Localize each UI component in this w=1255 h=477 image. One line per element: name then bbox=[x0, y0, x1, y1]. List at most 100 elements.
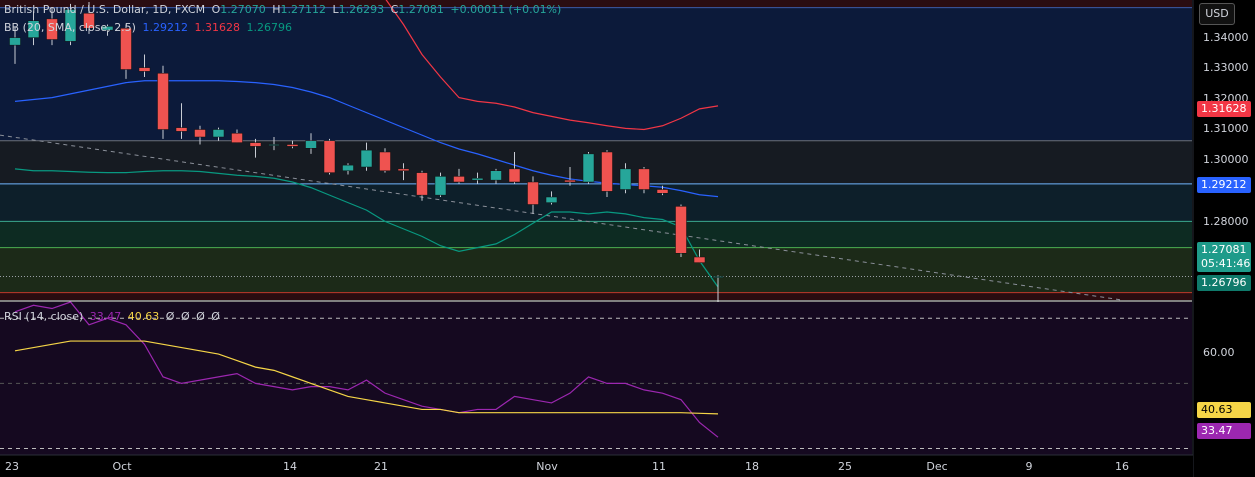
rsi-extra-4: Ø bbox=[211, 310, 220, 323]
candle-body-7 bbox=[120, 28, 132, 70]
last-price-tag: 1.27081 05:41:46 bbox=[1197, 242, 1251, 272]
candle-body-27 bbox=[490, 170, 502, 181]
bb-basis-tag: 1.29212 bbox=[1197, 177, 1251, 193]
time-label-oct: Oct bbox=[112, 460, 132, 473]
open-label: O bbox=[211, 3, 221, 16]
candle-body-37 bbox=[675, 206, 687, 254]
candle-body-4 bbox=[64, 9, 77, 42]
time-label-25: 25 bbox=[838, 460, 852, 473]
candle-body-34 bbox=[619, 168, 632, 190]
time-label-11: 11 bbox=[652, 460, 666, 473]
rsi-tick-60: 60.00 bbox=[1203, 346, 1235, 359]
price-zone-7 bbox=[0, 292, 1192, 300]
bb-lower-value: 1.26796 bbox=[246, 21, 292, 34]
time-label-18: 18 bbox=[745, 460, 759, 473]
candle-body-8 bbox=[138, 67, 151, 72]
time-label-nov: Nov bbox=[536, 460, 558, 473]
open-value: 1.27070 bbox=[220, 3, 266, 16]
candle-body-6 bbox=[101, 26, 114, 31]
rsi-label: RSI (14, close) bbox=[4, 310, 84, 323]
rsi-pane-bg bbox=[0, 302, 1192, 455]
candle-body-21 bbox=[379, 151, 391, 171]
candle-body-11 bbox=[194, 129, 206, 138]
low-value: 1.26293 bbox=[338, 3, 385, 16]
price-zone-3 bbox=[0, 140, 1192, 184]
low-label: L bbox=[332, 3, 339, 16]
candle-body-39 bbox=[712, 276, 724, 278]
candle-body-13 bbox=[231, 133, 243, 143]
candle-body-25 bbox=[453, 176, 465, 183]
time-label-9: 9 bbox=[1025, 460, 1033, 473]
time-label-14: 14 bbox=[283, 460, 297, 473]
last-price-value: 1.27081 bbox=[1201, 243, 1247, 256]
time-label-21: 21 bbox=[374, 460, 388, 473]
candle-body-30 bbox=[545, 196, 558, 203]
bb-lower-tag: 1.26796 bbox=[1197, 275, 1251, 291]
bb-upper-line bbox=[385, 0, 719, 131]
rsi-ma-tag: 40.63 bbox=[1197, 402, 1251, 418]
rsi-ma-line bbox=[14, 340, 719, 415]
time-axis-bg bbox=[0, 455, 1193, 477]
candle-body-10 bbox=[175, 127, 188, 132]
candle-body-28 bbox=[508, 168, 521, 183]
price-zone-2 bbox=[0, 7, 1192, 141]
high-label: H bbox=[272, 3, 281, 16]
rsi-line bbox=[14, 301, 719, 438]
price-tick-1: 1.34000 bbox=[1203, 31, 1249, 44]
candle-body-5 bbox=[83, 13, 95, 29]
bb-basis-value: 1.29212 bbox=[142, 21, 188, 34]
price-tick-5: 1.30000 bbox=[1203, 153, 1249, 166]
candle-body-18 bbox=[323, 140, 336, 173]
high-value: 1.27112 bbox=[280, 3, 327, 16]
candle-body-38 bbox=[693, 256, 706, 263]
candle-body-9 bbox=[157, 73, 169, 130]
candle-body-29 bbox=[527, 181, 539, 205]
price-axis-bg bbox=[1193, 0, 1255, 477]
price-zone-1 bbox=[0, 0, 1192, 8]
candle-body-32 bbox=[582, 153, 595, 183]
candle-body-26 bbox=[471, 178, 484, 181]
candle-body-3 bbox=[46, 18, 58, 40]
symbol-title: British Pound / U.S. Dollar, 1D, FXCM bbox=[4, 3, 206, 16]
currency-button[interactable]: USD bbox=[1199, 3, 1235, 25]
price-tick-4: 1.31000 bbox=[1203, 122, 1249, 135]
candle-body-17 bbox=[305, 140, 317, 149]
rsi-extra-1: Ø bbox=[165, 310, 175, 323]
change-value: +0.00011 (+0.01%) bbox=[450, 3, 562, 16]
candle-body-31 bbox=[564, 179, 576, 183]
candle-body-24 bbox=[434, 176, 447, 196]
candle-body-22 bbox=[397, 168, 410, 171]
candle-body-36 bbox=[656, 189, 669, 194]
price-tick-6: 1.28000 bbox=[1203, 215, 1249, 228]
symbol-legend: British Pound / U.S. Dollar, 1D, FXCM O1… bbox=[4, 3, 564, 17]
bb-basis-line bbox=[14, 80, 719, 198]
price-zone-5 bbox=[0, 221, 1192, 248]
rsi-extra-3: Ø bbox=[196, 310, 205, 323]
time-label-dec: Dec bbox=[926, 460, 948, 473]
candle-body-19 bbox=[342, 164, 354, 171]
candle-body-16 bbox=[286, 144, 299, 147]
candle-body-12 bbox=[212, 129, 225, 138]
time-label-23: 23 bbox=[5, 460, 19, 473]
rsi-legend[interactable]: RSI (14, close) 33.47 40.63 Ø Ø Ø Ø bbox=[4, 310, 223, 324]
close-label: C bbox=[390, 3, 399, 16]
candle-body-23 bbox=[416, 172, 428, 196]
bb-upper-tag: 1.31628 bbox=[1197, 101, 1251, 117]
candle-body-15 bbox=[268, 144, 280, 146]
bb-lower-line bbox=[14, 168, 719, 288]
candle-body-14 bbox=[249, 142, 262, 147]
bb-legend[interactable]: BB (20, SMA, close, 2.5) 1.29212 1.31628… bbox=[4, 21, 295, 35]
bb-label: BB (20, SMA, close, 2.5) bbox=[4, 21, 136, 34]
price-zone-4 bbox=[0, 183, 1192, 222]
rsi-tag: 33.47 bbox=[1197, 423, 1251, 439]
rsi-ma-value: 40.63 bbox=[127, 310, 160, 323]
rsi-extra-2: Ø bbox=[180, 310, 190, 323]
bb-upper-value: 1.31628 bbox=[194, 21, 240, 34]
close-value: 1.27081 bbox=[398, 3, 444, 16]
price-zone-6 bbox=[0, 247, 1192, 293]
candle-body-33 bbox=[601, 151, 613, 192]
candle-body-35 bbox=[638, 168, 650, 190]
bar-countdown: 05:41:46 bbox=[1201, 257, 1251, 270]
